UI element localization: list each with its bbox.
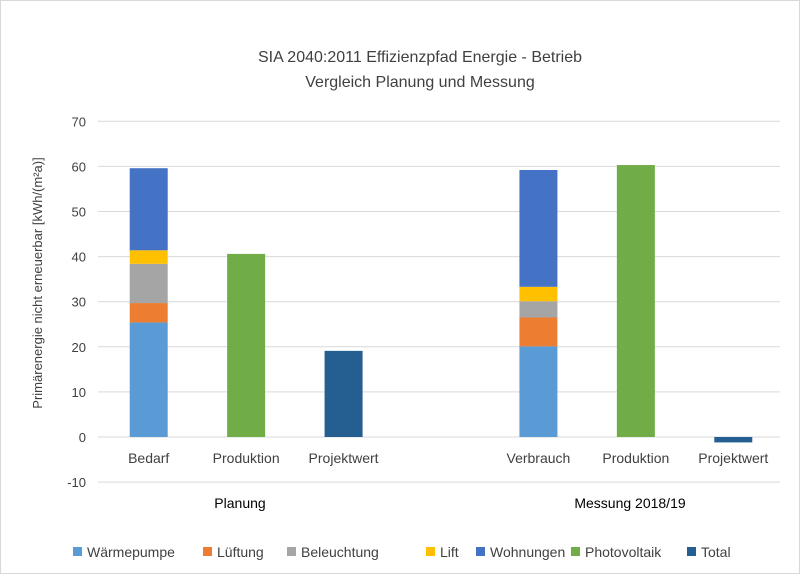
legend-swatch [687,547,696,556]
bar-wärmepumpe [129,322,168,437]
chart-title: SIA 2040:2011 Effizienzpfad Energie - Be… [258,49,582,66]
bar-wärmepumpe [519,346,558,437]
legend-label: Wohnungen [490,544,565,560]
x-tick-label: Bedarf [128,450,169,466]
bar-wohnungen [519,170,558,287]
x-tick-label: Produktion [213,450,280,466]
legend-swatch [287,547,296,556]
legend-swatch [571,547,580,556]
x-tick-label: Produktion [602,450,669,466]
legend-swatch [73,547,82,556]
y-tick-label: 70 [72,114,86,129]
bar-lüftung [519,317,558,347]
bar-total [714,437,753,443]
y-tick-label: 60 [72,159,86,174]
y-tick-label: 40 [72,250,86,265]
legend-label: Total [701,544,731,560]
y-tick-label: 10 [72,385,86,400]
chart-subtitle: Vergleich Planung und Messung [305,74,535,91]
bar-photovoltaik [616,165,655,437]
legend-label: Wärmepumpe [87,544,175,560]
y-tick-label: -10 [67,475,86,490]
x-tick-label: Projektwert [698,450,768,466]
bar-lüftung [129,303,168,323]
y-tick-label: 30 [72,295,86,310]
bar-photovoltaik [227,253,266,437]
legend-swatch [476,547,485,556]
group-label-planung: Planung [214,495,265,511]
legend-label: Lüftung [217,544,264,560]
y-tick-label: 50 [72,205,86,220]
x-tick-label: Projektwert [309,450,379,466]
bar-lift [129,250,168,264]
bar-total [324,350,363,437]
bar-beleuchtung [519,301,558,318]
bar-wohnungen [129,168,168,251]
bar-lift [519,286,558,302]
group-label-messung: Messung 2018/19 [574,495,686,511]
legend: Wärmepumpe Lüftung Beleuchtung Lift Wohnunge… [73,544,731,560]
y-axis-label: Primärenergie nicht erneuerbar [kWh/(m²a… [30,157,45,408]
legend-swatch [203,547,212,556]
bar-beleuchtung [129,263,168,304]
legend-swatch [426,547,435,556]
x-tick-label: Verbrauch [507,450,571,466]
y-tick-label: 0 [79,430,86,445]
legend-label: Beleuchtung [301,544,379,560]
y-tick-label: 20 [72,340,86,355]
legend-label: Photovoltaik [585,544,662,560]
legend-label: Lift [440,544,459,560]
